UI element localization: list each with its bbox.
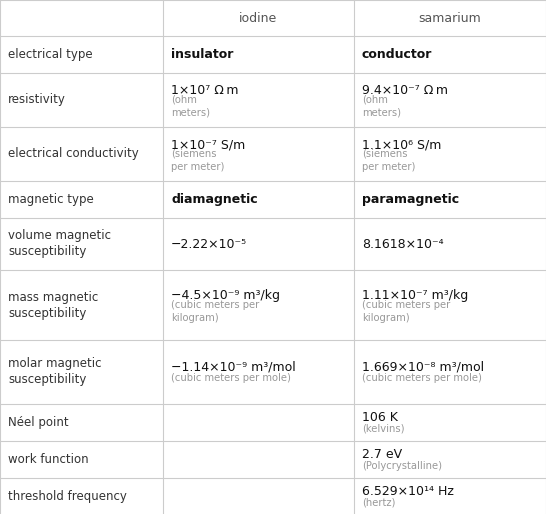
Text: threshold frequency: threshold frequency <box>8 490 127 503</box>
Text: 1.1×10⁶ S/m: 1.1×10⁶ S/m <box>362 138 441 151</box>
Text: magnetic type: magnetic type <box>8 193 94 206</box>
Text: 1×10⁷ Ω m: 1×10⁷ Ω m <box>171 84 239 97</box>
Text: 1×10⁻⁷ S/m: 1×10⁻⁷ S/m <box>171 138 245 151</box>
Text: iodine: iodine <box>239 11 277 25</box>
Text: molar magnetic
susceptibility: molar magnetic susceptibility <box>8 358 102 387</box>
Text: volume magnetic
susceptibility: volume magnetic susceptibility <box>8 229 111 259</box>
Text: (hertz): (hertz) <box>362 498 395 508</box>
Text: (ohm
meters): (ohm meters) <box>171 95 210 118</box>
Text: (cubic meters per
kilogram): (cubic meters per kilogram) <box>171 300 259 323</box>
Text: (siemens
per meter): (siemens per meter) <box>362 149 416 172</box>
Text: −1.14×10⁻⁹ m³/mol: −1.14×10⁻⁹ m³/mol <box>171 361 296 374</box>
Text: (siemens
per meter): (siemens per meter) <box>171 149 224 172</box>
Text: (ohm
meters): (ohm meters) <box>362 95 401 118</box>
Text: 8.1618×10⁻⁴: 8.1618×10⁻⁴ <box>362 237 443 250</box>
Text: resistivity: resistivity <box>8 94 66 106</box>
Text: work function: work function <box>8 453 88 466</box>
Text: (Polycrystalline): (Polycrystalline) <box>362 461 442 471</box>
Text: (cubic meters per mole): (cubic meters per mole) <box>362 373 482 383</box>
Text: (kelvins): (kelvins) <box>362 424 405 434</box>
Text: insulator: insulator <box>171 48 233 61</box>
Text: diamagnetic: diamagnetic <box>171 193 258 206</box>
Text: −2.22×10⁻⁵: −2.22×10⁻⁵ <box>171 237 247 250</box>
Text: 1.11×10⁻⁷ m³/kg: 1.11×10⁻⁷ m³/kg <box>362 289 468 302</box>
Text: 1.669×10⁻⁸ m³/mol: 1.669×10⁻⁸ m³/mol <box>362 361 484 374</box>
Text: −4.5×10⁻⁹ m³/kg: −4.5×10⁻⁹ m³/kg <box>171 289 280 302</box>
Text: mass magnetic
susceptibility: mass magnetic susceptibility <box>8 290 98 320</box>
Text: (cubic meters per
kilogram): (cubic meters per kilogram) <box>362 300 450 323</box>
Text: conductor: conductor <box>362 48 432 61</box>
Text: (cubic meters per mole): (cubic meters per mole) <box>171 373 291 383</box>
Text: 2.7 eV: 2.7 eV <box>362 448 402 462</box>
Text: electrical conductivity: electrical conductivity <box>8 148 139 160</box>
Text: 6.529×10¹⁴ Hz: 6.529×10¹⁴ Hz <box>362 485 454 498</box>
Text: electrical type: electrical type <box>8 48 93 61</box>
Text: paramagnetic: paramagnetic <box>362 193 459 206</box>
Text: 106 K: 106 K <box>362 411 398 425</box>
Text: samarium: samarium <box>419 11 482 25</box>
Text: 9.4×10⁻⁷ Ω m: 9.4×10⁻⁷ Ω m <box>362 84 448 97</box>
Text: Néel point: Néel point <box>8 416 69 429</box>
